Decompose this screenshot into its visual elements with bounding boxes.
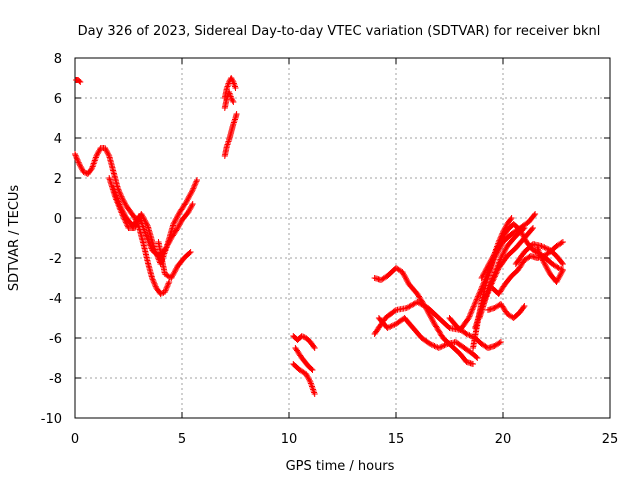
y-tick-label: -10 (41, 412, 62, 427)
series-points (221, 89, 237, 111)
series-points (290, 361, 318, 397)
y-axis-label: SDTVAR / TECUs (7, 185, 22, 292)
series-points (375, 315, 481, 361)
series-points (221, 111, 240, 159)
series-arc-d3 (375, 315, 481, 361)
y-tick-label: 8 (54, 52, 62, 67)
x-tick-labels: 0 5 10 15 20 25 (71, 432, 618, 447)
x-tick-label: 25 (602, 432, 619, 447)
series-points (72, 145, 173, 297)
x-tick-label: 0 (71, 432, 79, 447)
series-points (155, 239, 194, 281)
y-tick-label: -4 (49, 292, 62, 307)
y-tick-label: 2 (54, 172, 62, 187)
series-points (476, 225, 536, 321)
series-points (489, 239, 566, 297)
series-points (292, 345, 316, 373)
y-tick-label: -6 (49, 332, 62, 347)
series-points (478, 221, 566, 281)
series-arc-c3 (292, 345, 316, 373)
series-arc-d7 (476, 225, 536, 321)
series-arc-c1 (290, 333, 318, 351)
series-arc-d12 (478, 221, 566, 281)
y-tick-label: 0 (54, 212, 62, 227)
x-tick-label: 15 (388, 432, 405, 447)
plot-frame (74, 57, 611, 419)
series-points (73, 77, 84, 85)
series-arc-a1 (72, 145, 173, 297)
y-tick-label: -8 (49, 372, 62, 387)
series-arc-a3 (110, 185, 196, 259)
series-points (485, 301, 528, 321)
y-tick-label: 6 (54, 92, 62, 107)
x-axis-label: GPS time / hours (286, 459, 395, 474)
series-arc-b3 (221, 111, 240, 159)
series-arc-a5 (73, 77, 84, 85)
y-tick-labels: -10 -8 -6 -4 -2 0 2 4 6 8 (41, 52, 62, 427)
y-tick-label: 4 (54, 132, 62, 147)
data-series (72, 75, 566, 397)
series-points (290, 333, 318, 351)
series-arc-c2 (290, 361, 318, 397)
series-arc-a4 (155, 239, 194, 281)
y-tick-label: -2 (49, 252, 62, 267)
x-tick-label: 20 (495, 432, 512, 447)
x-tick-label: 10 (281, 432, 298, 447)
series-arc-d11 (485, 301, 528, 321)
series-arc-b2 (221, 89, 237, 111)
axis-ticks (74, 57, 611, 419)
x-tick-label: 5 (178, 432, 186, 447)
chart-title: Day 326 of 2023, Sidereal Day-to-day VTE… (78, 24, 601, 39)
series-points (110, 185, 196, 259)
series-arc-d8 (489, 239, 566, 297)
